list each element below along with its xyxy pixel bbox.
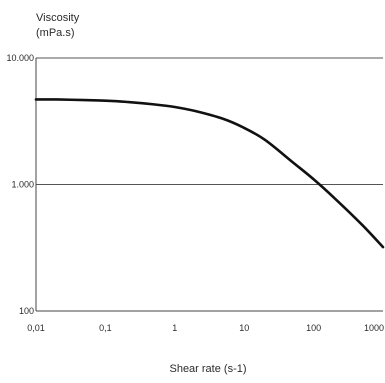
x-tick-label: 0,01	[27, 323, 45, 333]
y-tick-label: 1.000	[11, 180, 34, 190]
x-tick-label: 10	[239, 323, 249, 333]
x-tick-label: 1	[172, 323, 177, 333]
series-layer	[34, 98, 385, 249]
y-axis-label-line-1: Viscosity	[36, 12, 80, 24]
y-tick-label: 100	[19, 306, 34, 316]
y-axis-label-line-2: (mPa.s)	[36, 27, 75, 39]
x-tick-label: 1000	[364, 323, 384, 333]
x-axis-label: Shear rate (s-1)	[169, 363, 246, 375]
y-tick-label: 10.000	[6, 53, 34, 63]
viscosity-series-line-0	[34, 98, 385, 249]
grid-layer	[36, 57, 383, 185]
labels-layer: Viscosity (mPa.s) Shear rate (s-1)	[36, 12, 247, 375]
ticks-layer: 100 1.000 10.000 0,01 0,1 1 10 100 1000	[6, 53, 384, 333]
x-tick-label: 100	[306, 323, 321, 333]
x-tick-label: 0,1	[99, 323, 112, 333]
